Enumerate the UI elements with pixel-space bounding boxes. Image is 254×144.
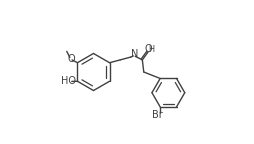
Text: O: O	[145, 44, 153, 54]
Text: N: N	[131, 49, 138, 59]
Text: HO: HO	[60, 76, 75, 86]
Text: H: H	[148, 45, 154, 54]
Text: Br: Br	[152, 110, 163, 120]
Text: O: O	[67, 54, 75, 64]
